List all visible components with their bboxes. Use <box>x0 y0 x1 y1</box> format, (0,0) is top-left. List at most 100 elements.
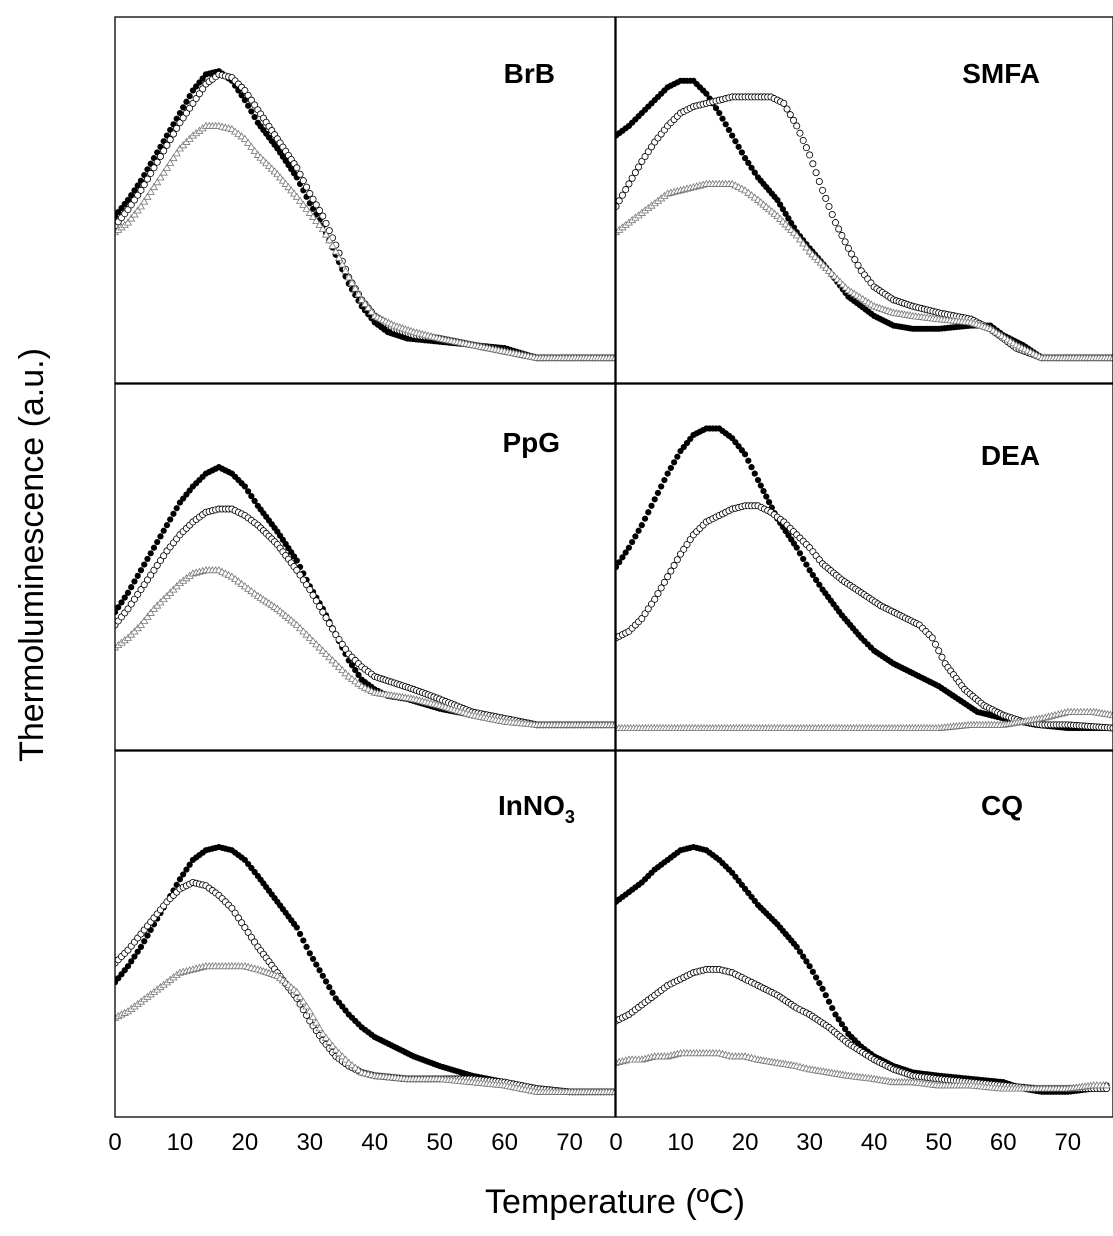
data-point <box>629 538 636 546</box>
data-point <box>816 581 823 588</box>
data-point <box>796 550 804 557</box>
data-point <box>722 121 729 128</box>
data-point <box>131 187 138 194</box>
data-point <box>703 90 710 97</box>
data-point <box>183 98 190 105</box>
data-point <box>825 202 833 210</box>
data-point <box>293 924 300 931</box>
data-point <box>251 497 258 505</box>
data-point <box>315 1024 324 1032</box>
data-point <box>622 186 630 194</box>
x-tick-label: 0 <box>108 1129 121 1156</box>
data-point <box>667 567 675 575</box>
data-point <box>144 555 151 563</box>
data-point <box>186 861 193 868</box>
data-point <box>131 953 138 960</box>
data-point <box>293 164 301 172</box>
data-point <box>316 206 324 214</box>
x-tick-label: 60 <box>990 1129 1017 1156</box>
data-point <box>651 496 658 503</box>
data-point <box>616 559 623 566</box>
data-point <box>173 505 180 512</box>
series-open-circle <box>616 502 1113 732</box>
x-tick-label: 40 <box>361 1129 388 1156</box>
data-point <box>355 671 362 678</box>
data-point <box>341 266 350 274</box>
series-open-circle <box>616 965 1111 1093</box>
data-point <box>661 476 668 484</box>
data-point <box>134 182 141 189</box>
data-point <box>157 533 164 540</box>
data-point <box>124 963 132 970</box>
data-point <box>322 978 330 985</box>
data-point <box>1109 724 1113 732</box>
data-point <box>935 647 943 655</box>
series-open-triangle <box>115 566 615 728</box>
data-point <box>318 646 327 654</box>
data-point <box>240 134 249 142</box>
data-point <box>312 201 320 209</box>
data-point <box>169 153 178 162</box>
data-point <box>140 581 148 589</box>
data-point <box>149 182 159 191</box>
data-point <box>303 581 311 589</box>
data-point <box>183 866 190 873</box>
data-point <box>166 158 175 166</box>
data-point <box>783 105 791 113</box>
data-point <box>251 113 258 121</box>
data-point <box>1108 710 1113 719</box>
plot-area <box>115 843 615 1096</box>
data-point <box>302 630 311 638</box>
data-point <box>644 605 652 613</box>
data-point <box>305 208 314 216</box>
data-point <box>159 168 168 176</box>
data-point <box>115 608 119 616</box>
data-point <box>302 204 311 212</box>
data-point <box>173 124 181 132</box>
data-point <box>844 244 852 252</box>
series-filled-circle <box>616 77 1113 361</box>
data-point <box>825 998 833 1005</box>
data-point <box>331 247 340 255</box>
data-point <box>124 206 132 214</box>
data-point <box>321 649 331 657</box>
data-point <box>231 909 239 917</box>
data-point <box>748 164 755 171</box>
data-point <box>140 181 148 189</box>
data-point <box>641 610 649 618</box>
data-point <box>352 666 359 674</box>
data-point <box>786 111 794 119</box>
data-point <box>673 556 681 564</box>
data-point <box>329 989 336 996</box>
x-tick-label: 20 <box>732 1129 759 1156</box>
data-point <box>250 146 259 154</box>
series-open-triangle <box>115 121 615 361</box>
data-point <box>677 550 685 558</box>
data-point <box>835 225 843 233</box>
series-open-circle <box>115 70 615 362</box>
data-point <box>150 544 158 551</box>
data-point <box>176 876 184 883</box>
data-point <box>292 192 301 200</box>
data-point <box>153 158 161 166</box>
data-point <box>292 620 301 628</box>
data-point <box>124 605 132 613</box>
x-tick-label: 30 <box>796 1129 823 1156</box>
data-point <box>319 212 327 220</box>
data-point <box>128 192 135 199</box>
data-point <box>719 115 726 122</box>
data-point <box>835 1016 842 1023</box>
data-point <box>143 612 152 620</box>
panel-frame <box>615 750 1113 1118</box>
data-point <box>812 576 820 583</box>
data-point <box>169 130 177 138</box>
data-point <box>124 589 132 596</box>
x-tick-label: 60 <box>491 1129 518 1156</box>
data-point <box>325 236 334 244</box>
data-point <box>150 164 158 172</box>
data-point <box>128 584 135 591</box>
data-point <box>319 972 326 979</box>
data-point <box>325 652 334 661</box>
data-point <box>800 953 807 960</box>
data-point <box>163 141 171 149</box>
